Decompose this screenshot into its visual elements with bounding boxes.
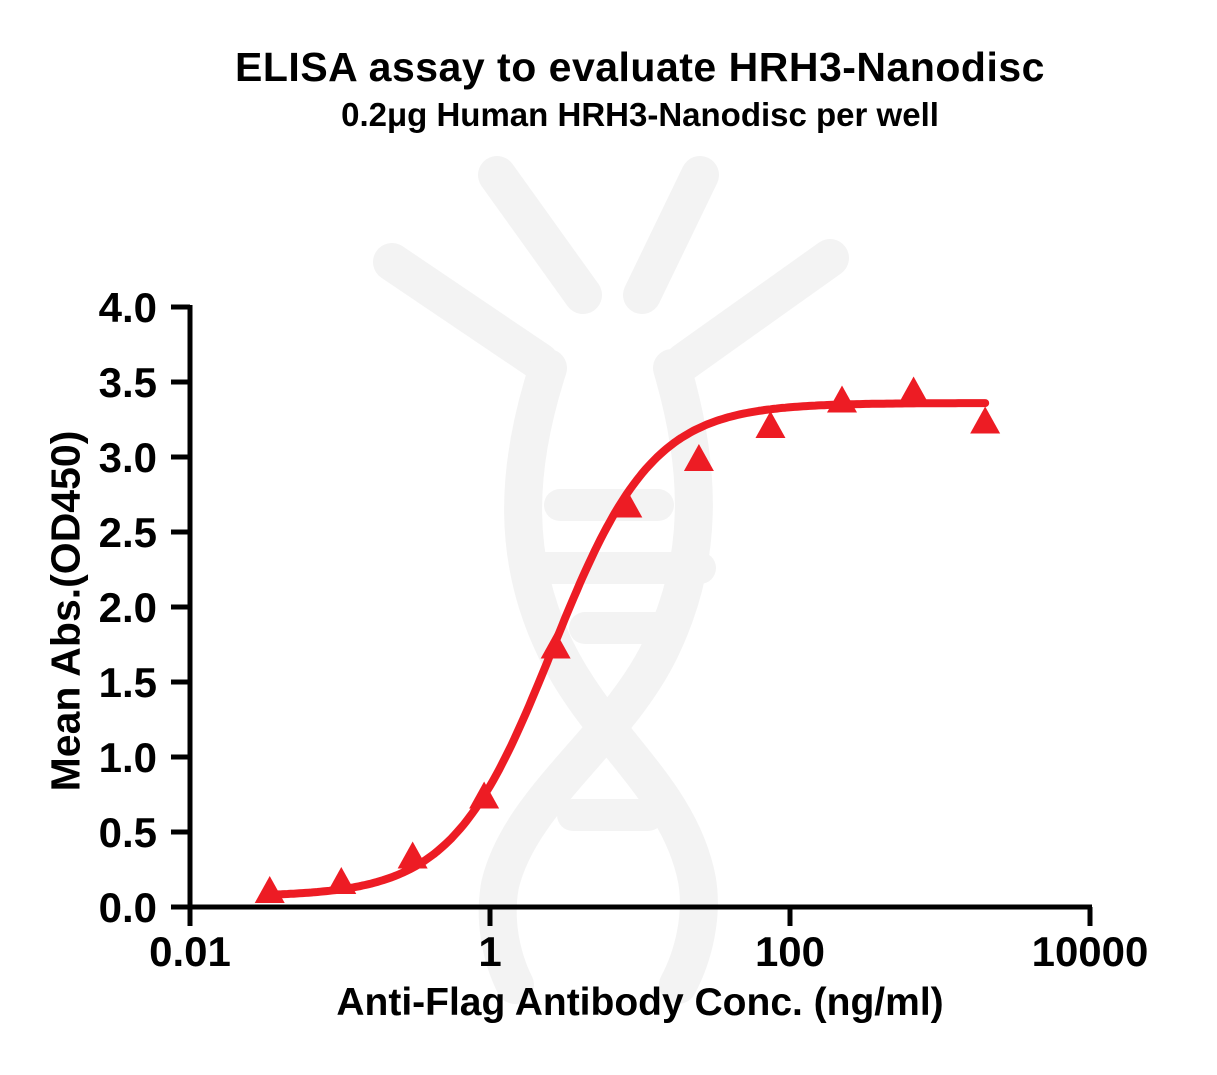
data-point-triangle	[755, 411, 786, 438]
chart-subtitle: 0.2μg Human HRH3-Nanodisc per well	[341, 96, 939, 133]
y-tick-label: 4.0	[99, 284, 157, 331]
x-tick-label: 100	[755, 928, 825, 975]
data-point-triangle	[970, 406, 1001, 434]
y-tick-label: 2.0	[99, 584, 157, 631]
data-point-triangle	[540, 631, 571, 659]
data-point-markers	[254, 376, 1001, 903]
x-axis-label: Anti-Flag Antibody Conc. (ng/ml)	[336, 981, 944, 1024]
data-point-triangle	[254, 876, 285, 903]
y-tick-label: 3.5	[99, 359, 157, 406]
data-point-triangle	[326, 867, 357, 894]
axis-ticks: 0.01 1 100 10000 0.0 0.5 1.0 1.5 2.0 2.5 3.0 3.5 4.0	[99, 284, 1149, 975]
data-point-triangle	[898, 376, 929, 404]
dna-antibody-watermark-icon	[373, 156, 849, 1004]
data-point-triangle	[612, 490, 643, 518]
y-tick-label: 2.5	[99, 509, 157, 556]
y-axis-label: Mean Abs.(OD450)	[42, 430, 89, 792]
data-point-triangle	[827, 385, 858, 413]
x-tick-label: 10000	[1032, 928, 1149, 975]
y-tick-label: 0.5	[99, 809, 157, 856]
y-tick-label: 1.0	[99, 734, 157, 781]
data-point-triangle	[469, 781, 500, 809]
y-tick-label: 3.0	[99, 434, 157, 481]
x-tick-label: 1	[478, 928, 501, 975]
data-point-triangle	[397, 841, 428, 869]
data-point-triangle	[683, 444, 714, 471]
y-tick-label: 1.5	[99, 659, 157, 706]
chart-title: ELISA assay to evaluate HRH3-Nanodisc	[235, 44, 1045, 90]
y-tick-label: 0.0	[99, 884, 157, 931]
x-tick-label: 0.01	[149, 928, 231, 975]
